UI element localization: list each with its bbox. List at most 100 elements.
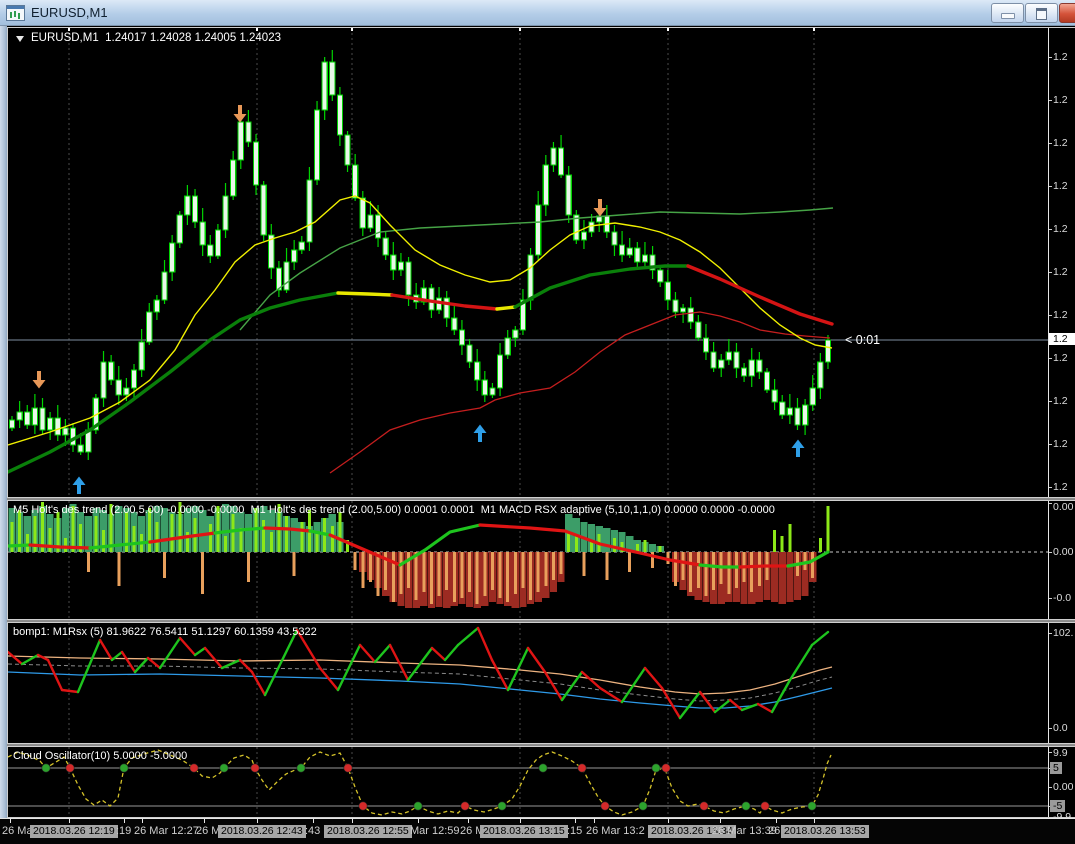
window-titlebar[interactable]: EURUSD,M1: [0, 0, 1075, 26]
candle-body: [207, 244, 214, 257]
candle-body: [138, 341, 145, 371]
time-label: Mar 12:59: [410, 825, 460, 837]
minimize-button[interactable]: [991, 3, 1024, 23]
indicator3-scale[interactable]: 9.9 5 0.00 -5 -9.9: [1048, 747, 1075, 823]
scale-tick: [1049, 503, 1052, 504]
oscillator-dot: [741, 801, 751, 811]
candle-body: [466, 344, 473, 363]
restore-button[interactable]: [1025, 3, 1058, 23]
scale-value-label: 1.2: [1053, 481, 1068, 493]
macd-signal-segment: [8, 543, 32, 548]
panel-splitter[interactable]: [0, 498, 1075, 500]
m5-bar: [587, 524, 596, 552]
m1-bar: [445, 552, 449, 590]
m1-bar: [689, 552, 693, 592]
rsx-segment: [373, 643, 392, 664]
macd-signal-segment: [213, 526, 267, 535]
main-chart-canvas[interactable]: [8, 28, 1048, 497]
indicator1-canvas[interactable]: [8, 501, 1048, 619]
indicator3-canvas[interactable]: [8, 747, 1048, 817]
candle-body: [573, 214, 580, 241]
separator-handle: [667, 28, 669, 31]
indicator1-panel[interactable]: M5 Holt's des trend (2.00,5.00) -0.0000 …: [7, 500, 1075, 620]
oscillator-dot: [807, 801, 817, 811]
m1-bar: [483, 552, 487, 596]
time-axis[interactable]: 26 Ma 2018.03.26 12:19:19 26 Mar 12:27 26 M…: [0, 818, 1075, 844]
m5-bar: [801, 552, 809, 596]
separator-handle: [68, 28, 70, 31]
m1-bar: [71, 506, 75, 552]
rsx-segment: [406, 646, 434, 682]
time-axis-tick: [69, 819, 70, 823]
m1-bar: [437, 552, 441, 596]
m1-bar: [536, 552, 540, 592]
ohlc-quote-text: EURUSD,M1 1.24017 1.24028 1.24005 1.2402…: [31, 32, 281, 44]
candle-body: [443, 297, 450, 319]
candle-body: [252, 141, 260, 186]
time-label: 26 Mar 13:39: [712, 825, 777, 837]
price-scale[interactable]: 1.2 1.2 1.2 1.2 1.2 1.2 1.2 1.2 1.2 1.2 1.2 1.2: [1048, 28, 1075, 497]
candle-body: [16, 411, 23, 421]
main-chart-panel[interactable]: EURUSD,M1 1.24017 1.24028 1.24005 1.2402…: [7, 27, 1075, 498]
indicator2-scale[interactable]: 102. 0.0: [1048, 623, 1075, 743]
time-axis-tick: [668, 819, 669, 823]
rsx-segment: [220, 658, 242, 670]
trend-ma-segment: [390, 293, 499, 311]
m1-bar: [818, 538, 822, 552]
m1-bar: [368, 552, 372, 582]
panel-splitter[interactable]: [0, 744, 1075, 746]
m1-bar: [567, 532, 571, 552]
indicator2-canvas[interactable]: [8, 623, 1048, 743]
candle-body: [24, 411, 31, 426]
rsx-segment: [193, 646, 207, 657]
scale-tick: [1049, 100, 1052, 101]
m1-bar: [109, 504, 113, 552]
chart-symbol-label: EURUSD,M1 1.24017 1.24028 1.24005 1.2402…: [14, 32, 281, 44]
candle-body: [46, 417, 54, 431]
m1-bar: [811, 552, 815, 578]
m1-bar: [551, 552, 555, 580]
macd-signal-segment: [738, 564, 790, 569]
indicator1-scale[interactable]: 0.00 0.00 -0.0: [1048, 501, 1075, 619]
scale-tick: [1049, 143, 1052, 144]
candle-body: [62, 427, 69, 436]
indicator2-panel[interactable]: bomp1: M1Rsx (5) 81.9622 76.5411 51.1297…: [7, 622, 1075, 744]
time-axis-tick: [204, 819, 205, 823]
candle-body: [130, 369, 138, 389]
candle-body: [329, 61, 336, 96]
trend-ma-segment: [686, 264, 834, 326]
time-axis-tick: [124, 819, 125, 823]
time-label: :15: [567, 825, 583, 837]
m1-bar: [315, 534, 319, 552]
indicator3-panel[interactable]: Cloud Oscillator(10) 5.0000 -5.0000 9.9 5…: [7, 746, 1075, 823]
rsx-segment: [490, 658, 510, 692]
candle-body: [794, 407, 801, 426]
m5-bar: [199, 510, 207, 552]
candle-body: [123, 387, 130, 396]
candle-body: [199, 221, 206, 246]
scale-value-label: 1.2: [1053, 395, 1068, 407]
candle-body: [679, 307, 687, 313]
scale-tick: [1049, 487, 1052, 488]
scale-tick: [1049, 272, 1052, 273]
m1-bar: [399, 552, 403, 594]
m1-bar: [468, 552, 472, 592]
time-label-highlighted: 2018.03.26 13:53: [781, 825, 869, 838]
panel-splitter[interactable]: [0, 620, 1075, 622]
candle-body: [634, 247, 641, 263]
candle-body: [77, 444, 84, 453]
scale-level-badge: -5: [1050, 800, 1066, 812]
time-label: 26 Mar 13:2: [586, 825, 645, 837]
time-label-highlighted: 2018.03.26 12:55: [324, 825, 412, 838]
symbol-dropdown-icon[interactable]: [16, 36, 24, 42]
m1-bar: [651, 552, 655, 568]
candle-body: [54, 417, 61, 436]
candle-body: [214, 229, 222, 257]
m1-bar: [681, 552, 685, 580]
oscillator-dot: [577, 763, 587, 773]
oscillator-dot: [638, 801, 648, 811]
candle-body: [230, 159, 237, 197]
close-button[interactable]: [1059, 3, 1075, 23]
rsx-segment: [543, 670, 564, 702]
m1-bar: [422, 552, 426, 592]
